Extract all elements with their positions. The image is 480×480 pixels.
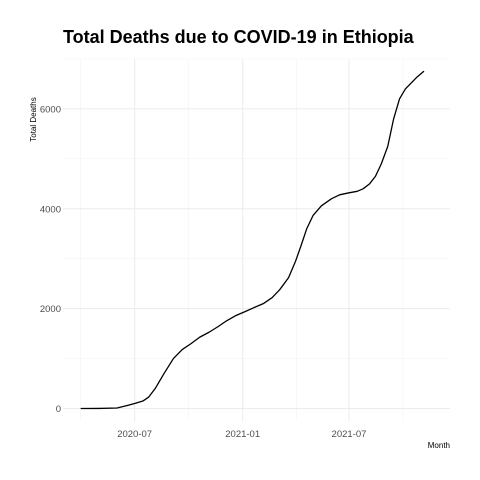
grid (63, 58, 450, 421)
series-layer (80, 70, 425, 410)
y-axis-title: Total Deaths (29, 97, 38, 141)
x-tick-label: 2020-07 (117, 429, 152, 440)
x-tick-label: 2021-01 (225, 429, 260, 440)
x-axis-title: Month (428, 441, 450, 450)
y-tick-label: 2000 (40, 304, 61, 315)
chart-title: Total Deaths due to COVID-19 in Ethiopia (63, 27, 415, 47)
tick-labels: 0 2000 4000 6000 2020-07 2021-01 2021-07 (40, 104, 367, 440)
y-tick-label: 6000 (40, 104, 61, 115)
x-tick-label: 2021-07 (332, 429, 367, 440)
series-line-total-deaths (80, 70, 425, 410)
y-tick-label: 0 (56, 404, 61, 415)
y-tick-label: 4000 (40, 204, 61, 215)
